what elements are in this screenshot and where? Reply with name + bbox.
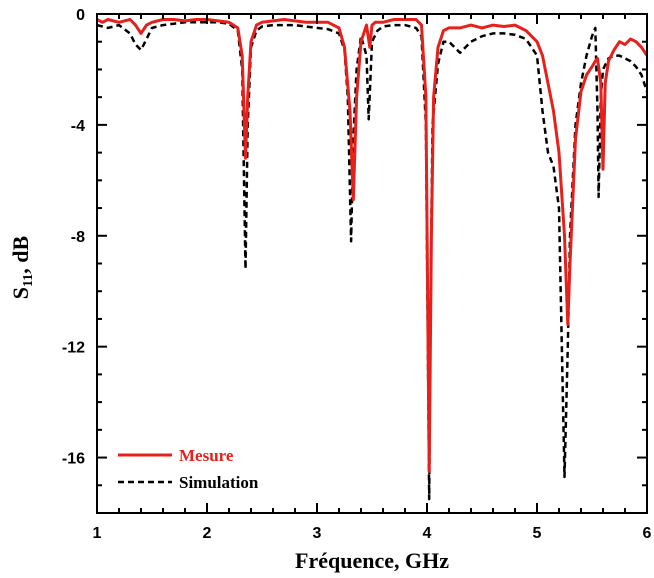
x-tick-label: 3 <box>313 525 322 542</box>
legend-label-simulation: Simulation <box>179 473 259 492</box>
y-tick-label: 0 <box>76 7 85 24</box>
x-tick-label: 5 <box>533 525 542 542</box>
tick-labels: 1 2 3 4 5 6 0 -4 -8 -12 -16 <box>62 7 652 542</box>
y-axis-title-unit: , dB <box>8 235 33 273</box>
x-axis-title: Fréquence, GHz <box>295 548 449 573</box>
y-axis-title-main: S <box>8 287 33 299</box>
x-tick-label: 2 <box>203 525 212 542</box>
series-layer <box>97 18 647 501</box>
y-tick-label: -8 <box>71 229 85 246</box>
y-tick-label: -12 <box>62 340 85 357</box>
legend: Mesure Simulation <box>118 446 259 492</box>
y-axis-title-subscript: 11 <box>21 274 36 287</box>
ticks-layer <box>96 13 648 514</box>
x-tick-label: 6 <box>643 525 652 542</box>
series-line-mesure <box>97 18 647 473</box>
x-tick-label: 1 <box>93 525 102 542</box>
y-tick-label: -4 <box>71 118 85 135</box>
legend-label-mesure: Mesure <box>179 446 234 465</box>
x-tick-label: 4 <box>423 525 432 542</box>
y-tick-label: -16 <box>62 451 85 468</box>
y-axis-title: S11, dB <box>8 235 36 299</box>
